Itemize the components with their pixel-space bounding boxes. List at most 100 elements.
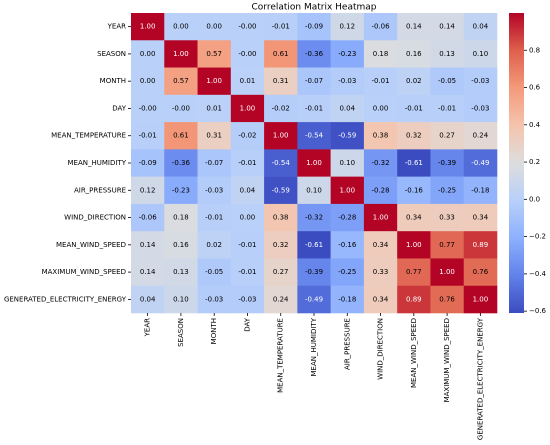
heatmap-cell [363,94,398,123]
heatmap-cell [264,203,298,232]
cell-label: -0.18 [471,186,489,194]
cell-label: 0.24 [473,132,489,140]
cell-label: 0.38 [273,214,289,222]
cell-label: 0.31 [206,132,222,140]
heatmap-cell [330,40,365,68]
heatmap-cell [397,94,431,123]
cell-label: 0.01 [206,104,222,112]
cell-label: 0.33 [439,214,455,222]
heatmap-cell [463,285,498,314]
cell-label: 1.00 [406,241,422,249]
heatmap-cell [430,176,465,205]
heatmap-cell [164,13,198,41]
cell-label: -0.01 [305,104,323,112]
cell-label: -0.01 [272,23,290,31]
heatmap-cell [330,258,365,287]
cell-label: 0.38 [373,132,389,140]
cell-label: -0.07 [205,159,223,167]
heatmap-cell [363,13,398,41]
heatmap-cell [264,13,298,41]
heatmap-cell [131,122,165,150]
cell-label: 0.14 [439,23,455,31]
cell-label: -0.01 [205,214,223,222]
heatmap-cell [330,149,365,177]
cell-label: 0.14 [140,241,156,249]
cell-label: 0.34 [373,295,389,303]
heatmap-cell [164,149,198,177]
cell-label: 0.57 [173,77,189,85]
heatmap-cell [131,94,165,123]
cell-label: 0.04 [339,104,355,112]
heatmap-cell [397,67,431,96]
heatmap-cell [264,258,298,287]
heatmap-cell [197,13,232,41]
cell-label: -0.07 [305,77,323,85]
cell-label: -0.39 [305,268,323,276]
heatmap-cell [397,13,431,41]
cell-label: -0.59 [272,186,290,194]
colorbar-tick-label: 0.6 [529,84,541,92]
cell-label: -0.59 [338,132,356,140]
cell-label: -0.00 [139,104,157,112]
cell-label: 0.02 [406,77,422,85]
cell-label: 1.00 [206,77,222,85]
heatmap-cell [197,149,232,177]
x-tick-label: MEAN_WIND_SPEED [410,318,418,388]
cell-label: -0.05 [438,77,456,85]
cell-label: -0.02 [272,104,290,112]
cell-label: 0.10 [473,50,489,58]
cell-label: -0.03 [471,104,489,112]
heatmap-cell [397,40,431,68]
heatmap-cell [230,285,265,314]
heatmap-cell [363,122,398,150]
cell-label: -0.16 [338,241,357,249]
colorbar-tick-label: 0.4 [529,121,541,129]
heatmap-cell [430,149,465,177]
heatmap-cell [131,203,165,232]
cell-label: 0.77 [439,241,455,249]
colorbar-tick-label: −0.4 [529,270,547,278]
cell-label: 0.00 [140,50,156,58]
cell-label: 0.34 [406,214,422,222]
heatmap-cell [197,67,232,96]
cell-label: -0.32 [305,214,323,222]
cell-label: -0.28 [338,214,356,222]
cell-label: -0.03 [238,295,256,303]
cell-label: 0.76 [439,295,455,303]
heatmap-cell [230,149,265,177]
cell-label: 0.16 [173,241,189,249]
cell-label: 0.04 [473,23,489,31]
heatmap-cell [397,231,431,259]
heatmap-cell [197,258,232,287]
heatmap-cell [164,67,198,96]
cell-label: -0.23 [172,186,190,194]
x-tick-label: MAXIMUM_WIND_SPEED [443,318,451,402]
heatmap-cell [297,176,331,205]
cell-label: -0.54 [272,159,291,167]
cell-label: 0.10 [306,186,322,194]
y-tick-label: GENERATED_ELECTRICITY_ENERGY [4,295,127,303]
cell-label: 0.04 [240,186,256,194]
cell-label: -0.00 [238,50,256,58]
cell-label: -0.39 [438,159,456,167]
heatmap-cell [397,122,431,150]
x-tick-label: GENERATED_ELECTRICITY_ENERGY [476,317,484,440]
heatmap-cell [430,40,465,68]
cell-label: 0.89 [473,241,489,249]
heatmap-cell [463,40,498,68]
heatmap-cell [264,231,298,259]
heatmap-cell [197,285,232,314]
colorbar-tick-label: 0.8 [529,46,540,54]
heatmap-cell [230,94,265,123]
cell-label: -0.01 [405,104,423,112]
cell-label: 0.04 [140,295,156,303]
colorbar-tick-label: −0.6 [529,307,547,315]
heatmap-cell [230,67,265,96]
cell-label: -0.01 [238,241,256,249]
heatmap-cell [363,40,398,68]
heatmap-cell [297,285,331,314]
cell-label: -0.03 [338,77,356,85]
heatmap-cell [330,122,365,150]
heatmap-cell [164,94,198,123]
